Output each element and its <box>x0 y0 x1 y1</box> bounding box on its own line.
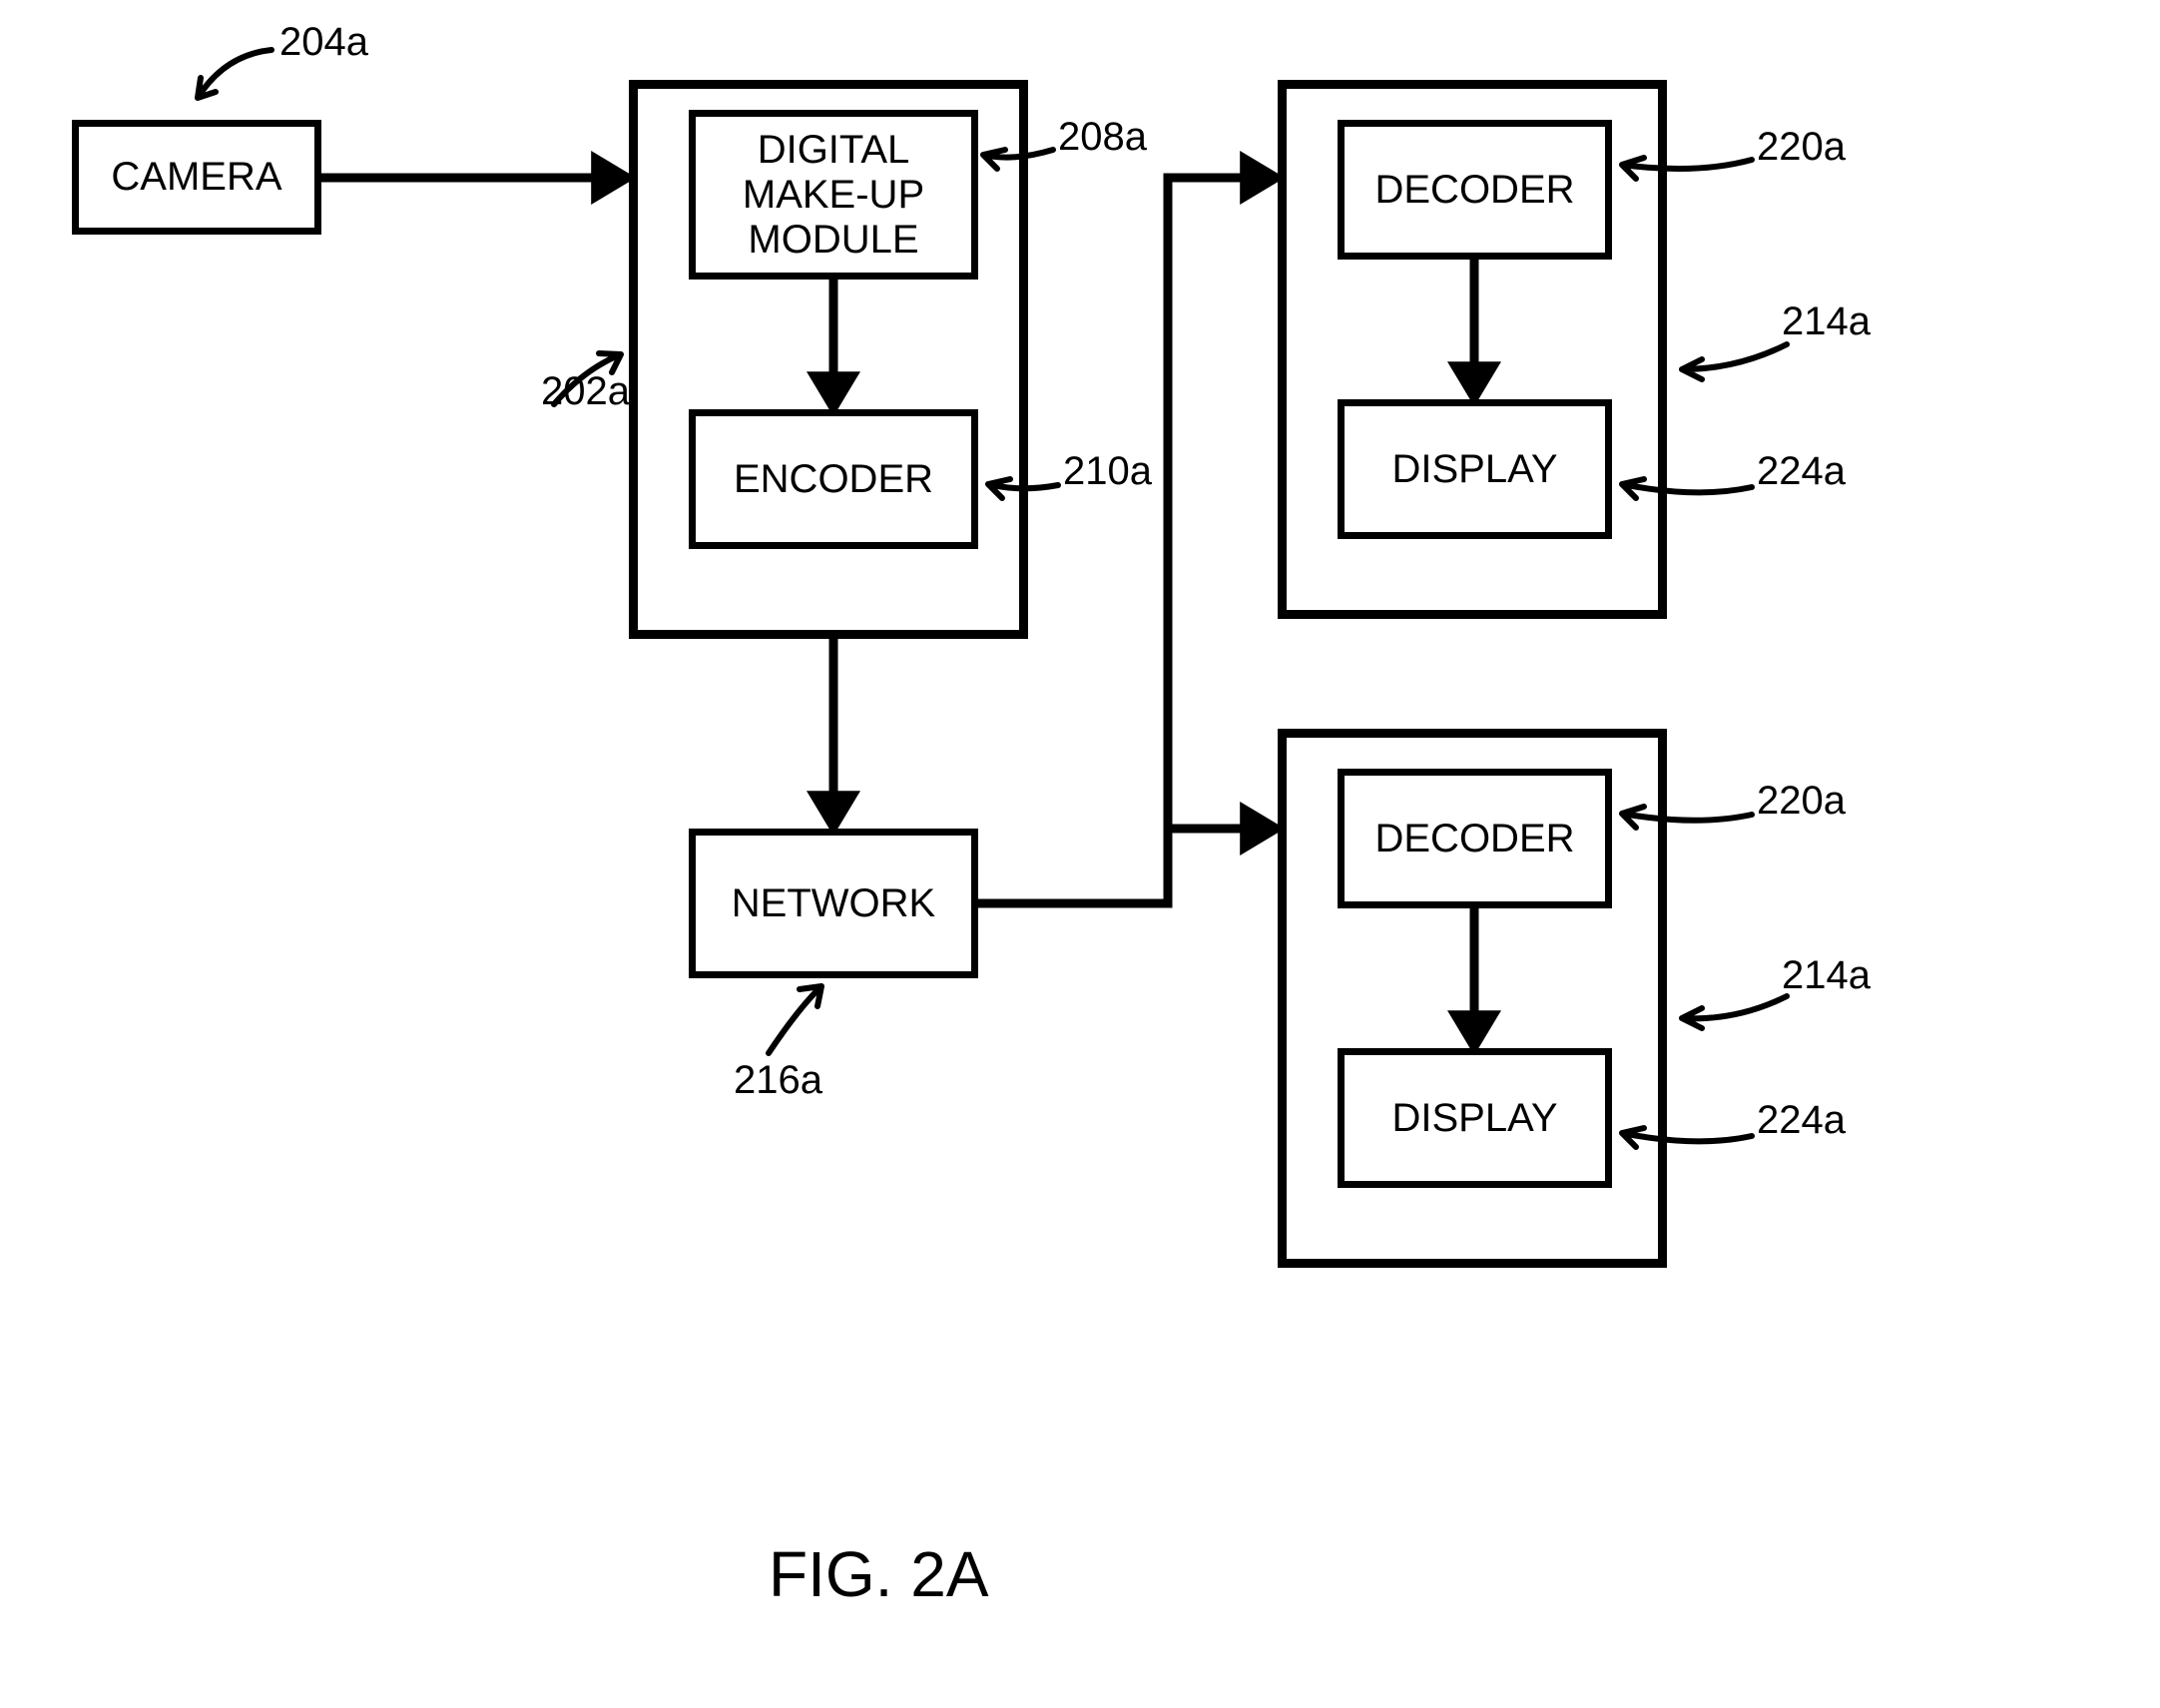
ref-224a-bottom: 224a <box>1757 1098 1846 1143</box>
decoder2-label: DECODER <box>1374 817 1574 861</box>
leadline-c_214a_1 <box>1682 344 1787 379</box>
ref-216a: 216a <box>734 1058 822 1103</box>
ref-214a-top: 214a <box>1782 299 1871 344</box>
ref-202a: 202a <box>541 369 630 414</box>
leadline-c_216a <box>769 986 821 1053</box>
display1-block: DISPLAY <box>1338 399 1612 539</box>
ref-214a-bottom: 214a <box>1782 953 1871 998</box>
display1-label: DISPLAY <box>1392 447 1558 492</box>
ref-220a-top: 220a <box>1757 125 1846 170</box>
connector-layer <box>0 0 2160 1708</box>
decoder1-label: DECODER <box>1374 168 1574 213</box>
leadline-c_214a_2 <box>1682 996 1787 1028</box>
ref-204a: 204a <box>279 20 368 65</box>
display2-block: DISPLAY <box>1338 1048 1612 1188</box>
network-block: NETWORK <box>689 829 978 978</box>
ref-210a: 210a <box>1063 449 1152 494</box>
camera-block: CAMERA <box>72 120 321 235</box>
ref-208a: 208a <box>1058 115 1147 160</box>
makeup-module-block: DIGITAL MAKE-UP MODULE <box>689 110 978 280</box>
ref-224a-top: 224a <box>1757 449 1846 494</box>
display2-label: DISPLAY <box>1392 1096 1558 1141</box>
decoder2-block: DECODER <box>1338 769 1612 908</box>
encoder-label: ENCODER <box>734 457 933 502</box>
figure-title: FIG. 2A <box>769 1537 989 1611</box>
leadline-c_204a <box>198 50 271 98</box>
ref-220a-bottom: 220a <box>1757 779 1846 824</box>
makeup-label: DIGITAL MAKE-UP MODULE <box>743 128 924 263</box>
encoder-block: ENCODER <box>689 409 978 549</box>
decoder1-block: DECODER <box>1338 120 1612 260</box>
diagram-canvas: CAMERA DIGITAL MAKE-UP MODULE ENCODER NE… <box>0 0 2160 1708</box>
camera-label: CAMERA <box>111 155 281 200</box>
network-label: NETWORK <box>732 881 935 926</box>
